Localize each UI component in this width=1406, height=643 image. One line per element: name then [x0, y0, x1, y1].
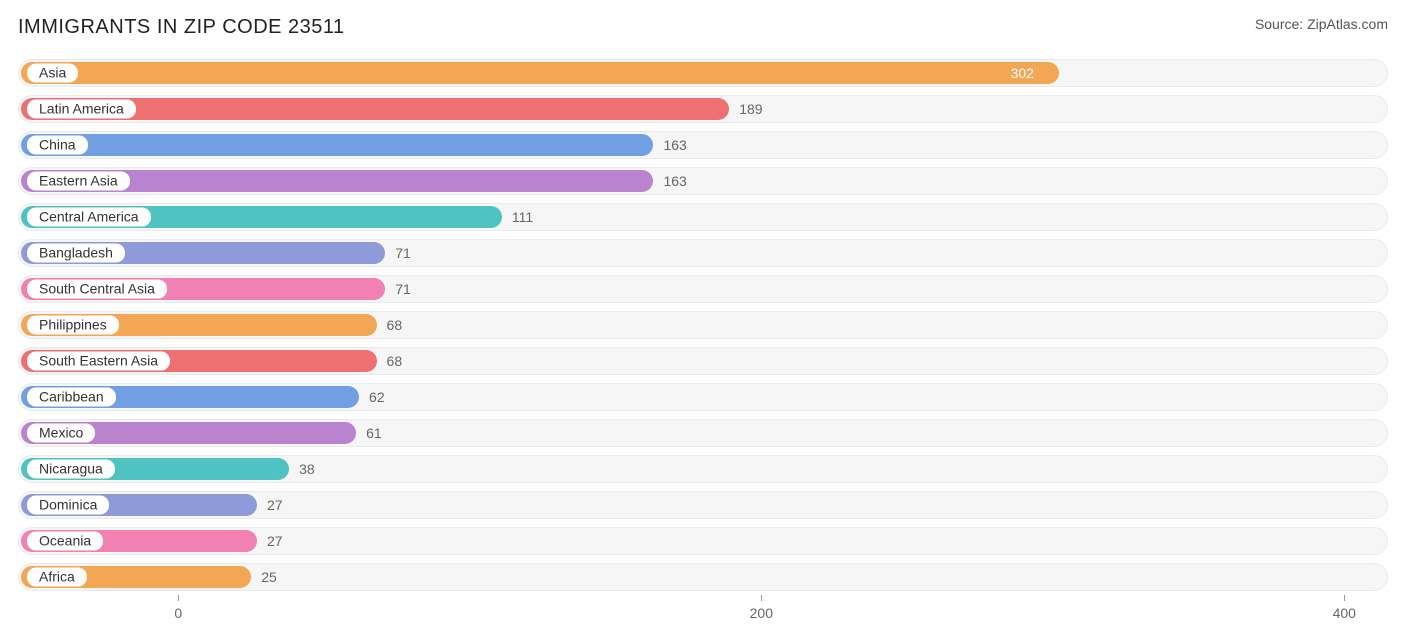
bar-row: Eastern Asia 163: [18, 167, 1388, 195]
bar-category-pill: South Eastern Asia: [26, 351, 171, 372]
bar-row: China 163: [18, 131, 1388, 159]
bar-row: Dominica 27: [18, 491, 1388, 519]
bar-category-pill: Nicaragua: [26, 459, 116, 480]
x-axis: 0 200 400: [18, 599, 1388, 627]
tick-line: [1344, 595, 1345, 601]
bar-row: South Central Asia 71: [18, 275, 1388, 303]
bar-value-label: 163: [663, 137, 686, 153]
bar-category-pill: Central America: [26, 207, 152, 228]
bar-category-pill: China: [26, 135, 89, 156]
bar-row: Oceania 27: [18, 527, 1388, 555]
chart-header: IMMIGRANTS IN ZIP CODE 23511 Source: Zip…: [18, 16, 1388, 39]
bar-value-label: 62: [369, 389, 385, 405]
bar-chart: Asia302Latin America189China163Eastern A…: [18, 59, 1388, 627]
bar-category-pill: Philippines: [26, 315, 120, 336]
bar-category-pill: Eastern Asia: [26, 171, 131, 192]
bar-value-label: 27: [267, 533, 283, 549]
bar-row: Caribbean 62: [18, 383, 1388, 411]
bar-category-pill: Caribbean: [26, 387, 117, 408]
bar-value-label: 27: [267, 497, 283, 513]
bar-value-label: 189: [739, 101, 762, 117]
bar-value-label: 111: [512, 209, 533, 225]
bar: [21, 134, 653, 156]
bar-category-pill: South Central Asia: [26, 279, 168, 300]
bar-row: Latin America 189: [18, 95, 1388, 123]
bar-value-label: 68: [387, 353, 403, 369]
bar-row: Philippines 68: [18, 311, 1388, 339]
bar-value-label: 71: [395, 281, 411, 297]
bar-value-label: 38: [299, 461, 315, 477]
bar-category-pill: Oceania: [26, 531, 104, 552]
chart-source: Source: ZipAtlas.com: [1255, 16, 1388, 32]
bar-value-label: 302: [1011, 65, 1034, 81]
bar-value-label: 163: [663, 173, 686, 189]
bar-category-pill: Mexico: [26, 423, 96, 444]
tick-line: [178, 595, 179, 601]
bar-row: Central America 111: [18, 203, 1388, 231]
bar-row: Bangladesh 71: [18, 239, 1388, 267]
bar-value-label: 71: [395, 245, 411, 261]
bar-category-pill: Latin America: [26, 99, 137, 120]
bar-row: Nicaragua 38: [18, 455, 1388, 483]
bar-category-pill: Dominica: [26, 495, 110, 516]
chart-title: IMMIGRANTS IN ZIP CODE 23511: [18, 16, 345, 39]
tick-label: 400: [1333, 605, 1356, 621]
bar-row: Asia 302: [18, 59, 1388, 87]
bar-category-pill: Asia: [26, 63, 79, 84]
bar-row: South Eastern Asia 68: [18, 347, 1388, 375]
bar-row: Mexico 61: [18, 419, 1388, 447]
tick-label: 0: [174, 605, 182, 621]
bar: [21, 62, 1059, 84]
bar-value-label: 25: [261, 569, 277, 585]
bar-category-pill: Bangladesh: [26, 243, 126, 264]
bar-value-label: 61: [366, 425, 382, 441]
bar-category-pill: Africa: [26, 567, 88, 588]
bar-value-label: 68: [387, 317, 403, 333]
tick-line: [761, 595, 762, 601]
bar-row: Africa 25: [18, 563, 1388, 591]
tick-label: 200: [750, 605, 773, 621]
